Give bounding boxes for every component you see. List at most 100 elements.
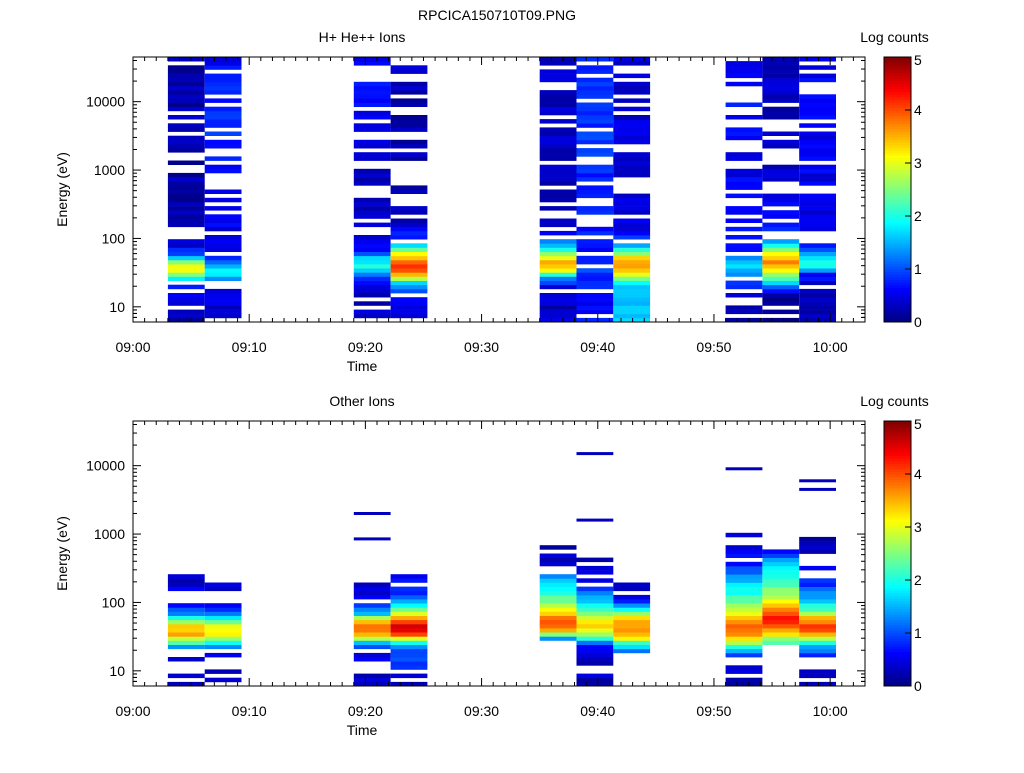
data-cell xyxy=(167,264,205,269)
x-axis-label: Time xyxy=(347,722,378,738)
data-cell xyxy=(613,640,651,645)
data-column xyxy=(353,512,391,687)
colorbar-segment xyxy=(884,635,911,639)
data-cell xyxy=(613,139,651,145)
colorbar-frame xyxy=(883,420,912,687)
colorbar-segment xyxy=(884,226,911,230)
data-cell xyxy=(390,661,428,666)
data-cell xyxy=(167,317,205,323)
colorbar-segment xyxy=(884,675,911,679)
data-cell xyxy=(539,69,577,74)
data-column xyxy=(762,57,800,323)
data-cell xyxy=(539,119,577,124)
data-cell xyxy=(576,119,614,124)
data-cell xyxy=(204,81,242,87)
data-cell xyxy=(204,611,242,616)
data-cell xyxy=(539,284,577,290)
data-cell xyxy=(204,110,242,116)
data-cell xyxy=(613,115,651,120)
data-cell xyxy=(799,123,836,128)
data-cell xyxy=(762,570,800,575)
data-cell xyxy=(539,619,577,625)
colorbar-segment xyxy=(884,619,911,623)
data-cell xyxy=(725,648,763,654)
data-cell xyxy=(576,102,614,107)
data-cell xyxy=(204,164,242,170)
plot-frame xyxy=(132,420,866,687)
colorbar: 0 1 2 3 4 5 Log counts xyxy=(860,393,929,694)
data-cell xyxy=(762,272,800,277)
data-cell xyxy=(539,144,577,149)
data-cell xyxy=(167,90,205,95)
data-cell xyxy=(390,218,428,223)
data-cell xyxy=(390,102,428,107)
data-cell xyxy=(613,623,651,629)
data-cell xyxy=(167,189,205,194)
y-tick-label: 1000 xyxy=(94,526,125,542)
data-cell xyxy=(613,317,651,323)
colorbar-tick-label: 1 xyxy=(914,261,922,277)
data-cell xyxy=(576,206,614,211)
data-cell xyxy=(167,81,205,87)
colorbar-segment xyxy=(884,646,911,650)
data-cell xyxy=(576,607,614,612)
data-cell xyxy=(390,599,428,604)
data-cell xyxy=(799,536,836,542)
data-cell xyxy=(353,628,391,633)
colorbar-segment xyxy=(884,306,911,310)
data-cell xyxy=(613,235,651,240)
data-cell xyxy=(762,636,800,641)
data-cell xyxy=(762,284,800,290)
data-cell xyxy=(576,81,614,87)
data-cell xyxy=(167,313,205,319)
data-cell xyxy=(539,623,577,629)
data-cell xyxy=(167,243,205,248)
data-cell xyxy=(204,632,242,637)
colorbar-segment xyxy=(884,319,911,323)
colorbar-segment xyxy=(884,213,911,217)
colorbar-segment xyxy=(884,564,911,568)
data-cell xyxy=(762,557,800,563)
data-cell xyxy=(613,106,651,112)
data-cell xyxy=(613,611,651,616)
data-cell xyxy=(204,218,242,223)
colorbar-segment xyxy=(884,569,911,573)
data-cell xyxy=(539,297,577,302)
data-cell xyxy=(613,123,651,128)
data-cell xyxy=(353,623,391,629)
colorbar-segment xyxy=(884,210,911,214)
colorbar-segment xyxy=(884,455,911,459)
data-cell xyxy=(613,156,651,161)
data-cell xyxy=(725,582,763,587)
data-cell xyxy=(613,293,651,298)
data-cell xyxy=(353,144,391,149)
colorbar-segment xyxy=(884,651,911,655)
data-cell xyxy=(799,603,836,608)
data-cell xyxy=(167,607,205,612)
colorbar-segment xyxy=(884,566,911,570)
colorbar-segment xyxy=(884,500,911,504)
data-cell xyxy=(204,309,242,315)
data-cell xyxy=(353,259,391,265)
data-column xyxy=(576,452,614,687)
data-cell xyxy=(762,578,800,583)
colorbar-segment xyxy=(884,298,911,302)
data-cell xyxy=(539,106,577,112)
data-cell xyxy=(576,247,614,252)
data-cell xyxy=(353,607,391,612)
colorbar-segment xyxy=(884,444,911,448)
data-cell xyxy=(390,86,428,91)
data-cell xyxy=(613,201,651,207)
data-cell xyxy=(762,255,800,261)
data-cell xyxy=(167,106,205,112)
data-cell xyxy=(390,243,428,248)
data-cell xyxy=(613,251,651,257)
data-cell xyxy=(204,61,242,66)
data-cell xyxy=(613,98,651,103)
data-cell xyxy=(167,86,205,91)
data-cell xyxy=(613,193,651,199)
colorbar-segment xyxy=(884,561,911,565)
data-cell xyxy=(799,139,836,145)
colorbar-segment xyxy=(884,147,911,151)
data-cell xyxy=(390,594,428,600)
